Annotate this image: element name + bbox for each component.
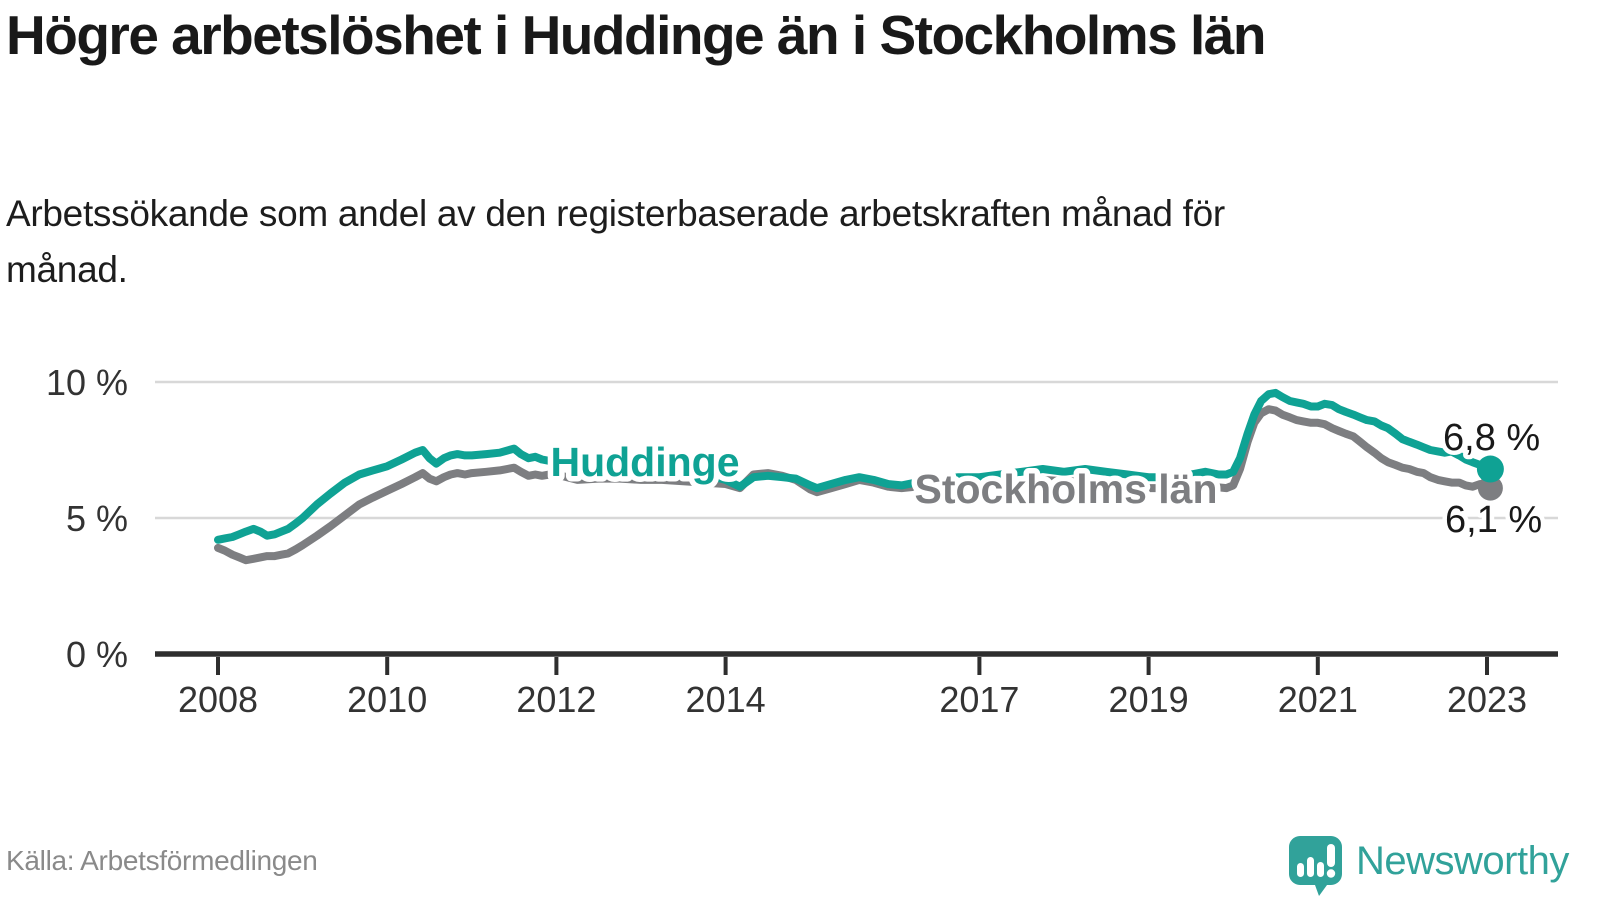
x-tick-label: 2010 [347,679,427,720]
x-tick-label: 2012 [516,679,596,720]
series-line-huddinge [214,388,1495,544]
series-inline-labels: Stockholms län Huddinge [545,434,1223,518]
chart-title: Högre arbetslöshet i Huddinge än i Stock… [6,4,1266,66]
x-tick-label: 2023 [1447,679,1527,720]
y-axis-tick-labels: 0 % 5 % 10 % [46,362,128,675]
end-dot-huddinge [1476,455,1504,483]
series-lines [214,388,1495,565]
series-end-value-labels: 6,1 % 6,8 % [1439,413,1547,546]
newsworthy-wordmark: Newsworthy [1356,839,1569,883]
chart-subtitle: Arbetssökande som andel av den registerb… [6,193,1225,290]
y-tick-label: 10 % [46,362,128,403]
x-tick-label: 2017 [939,679,1019,720]
y-tick-label: 0 % [66,634,128,675]
end-dot-stockholms-l-n [1477,475,1503,501]
x-axis-tick-labels: 2008 2010 2012 2014 2017 2019 2021 2023 [178,657,1527,720]
x-tick-label: 2021 [1278,679,1358,720]
y-tick-label: 5 % [66,498,128,539]
gridlines [155,380,1558,657]
series-end-dots [1476,455,1504,501]
series-label-huddinge: Huddinge [550,439,739,485]
series-label-stockholms-l-n: Stockholms län [914,466,1217,512]
end-value-label-stockholms-l-n: 6,1 % [1445,499,1542,541]
x-tick-label: 2014 [686,679,766,720]
series-line-stockholms-l-n [214,405,1495,565]
x-tick-label: 2008 [178,679,258,720]
source-note: Källa: Arbetsförmedlingen [6,845,318,876]
x-tick-label: 2019 [1109,679,1189,720]
newsworthy-logo: Newsworthy [1288,834,1600,898]
newsworthy-bubble-chart-icon [1289,836,1342,896]
end-value-label-huddinge: 6,8 % [1443,417,1540,459]
